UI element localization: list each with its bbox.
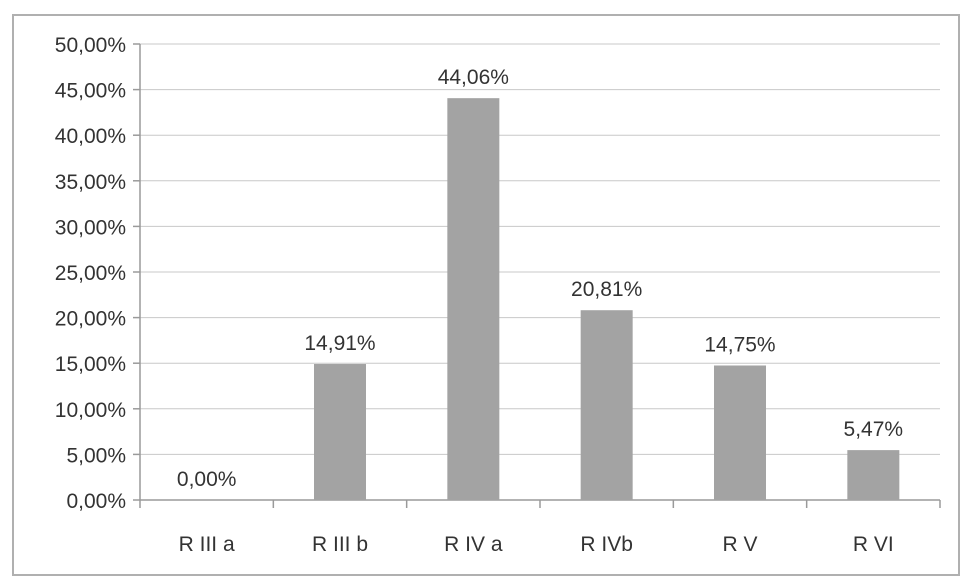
bar xyxy=(714,365,766,500)
labels: 0,00% R III a 14,91% R III b 44,06% R IV a 20,… xyxy=(177,66,903,556)
data-label: 14,75% xyxy=(704,333,775,356)
gridlines xyxy=(140,43,940,455)
bar xyxy=(847,450,900,500)
x-tick-label: R III a xyxy=(179,533,235,556)
y-tick-label: 5,00% xyxy=(66,444,126,467)
y-tick-label: 10,00% xyxy=(55,399,126,422)
x-tick-label: R VI xyxy=(853,533,894,556)
data-label: 14,91% xyxy=(304,332,375,355)
axes: 0,00% 5,00% 10,00% 15,00% 20,00% 25,00% 30,00%… xyxy=(55,34,941,513)
y-tick-label: 50,00% xyxy=(55,34,126,57)
y-tick-label: 0,00% xyxy=(66,490,126,513)
bar xyxy=(447,98,500,501)
x-tick-label: R V xyxy=(722,533,757,556)
y-tick-label: 20,00% xyxy=(55,308,126,331)
y-tick-label: 30,00% xyxy=(55,216,126,239)
y-tick-label: 40,00% xyxy=(55,125,126,148)
data-label: 5,47% xyxy=(844,418,904,441)
y-tick-label: 15,00% xyxy=(55,353,126,376)
bar xyxy=(580,310,633,500)
x-tick-label: R IV a xyxy=(444,533,503,556)
y-tick-label: 45,00% xyxy=(55,80,126,103)
data-label: 20,81% xyxy=(571,278,642,301)
x-tick-label: R IVb xyxy=(580,533,633,556)
data-label: 44,06% xyxy=(438,66,509,89)
y-tick-label: 35,00% xyxy=(55,171,126,194)
x-tick-label: R III b xyxy=(312,533,368,556)
y-tick-label: 25,00% xyxy=(55,262,126,285)
bar xyxy=(314,364,366,500)
bars xyxy=(314,98,900,501)
data-label: 0,00% xyxy=(177,468,237,491)
